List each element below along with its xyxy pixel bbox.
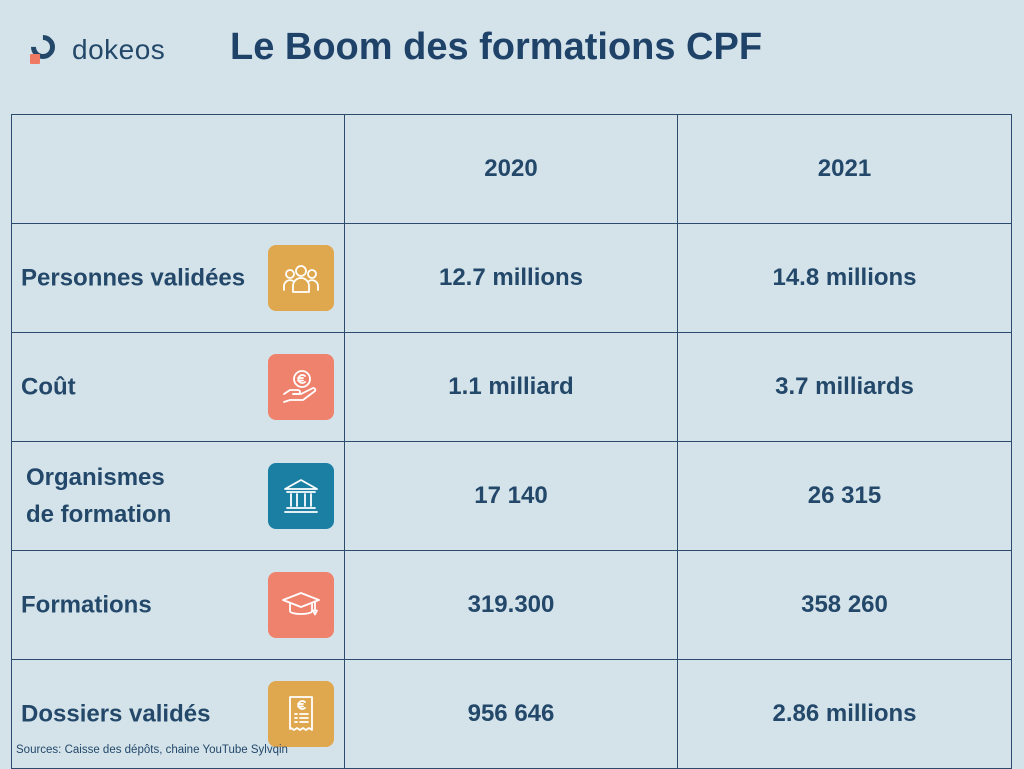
value-2020: 17 140 — [344, 441, 678, 551]
row-label: Organismes de formation — [26, 459, 171, 533]
hand-euro-coin-icon — [268, 354, 334, 420]
source-note: Sources: Caisse des dépôts, chaine YouTu… — [16, 744, 288, 756]
row-label-line2: de formation — [26, 501, 172, 528]
value-2021: 14.8 millions — [677, 223, 1012, 333]
euro-receipt-icon — [268, 681, 334, 747]
value-2021: 3.7 milliards — [677, 332, 1012, 442]
value-2020: 12.7 millions — [344, 223, 678, 333]
row-label-cell: Dossiers validés — [11, 659, 345, 769]
row-label-line1: Organismes — [26, 464, 165, 491]
page-title: Le Boom des formations CPF — [230, 26, 763, 68]
value-2021: 2.86 millions — [677, 659, 1012, 769]
value-2020: 319.300 — [344, 550, 678, 660]
brand-logo: dokeos — [26, 30, 166, 68]
header-empty-cell — [11, 114, 345, 224]
table-row: Formations 319.300 358 260 — [11, 550, 1012, 660]
row-label: Dossiers validés — [21, 700, 211, 728]
graduation-cap-icon — [268, 572, 334, 638]
comparison-table: 2020 2021 Personnes validées 12.7 millio… — [11, 114, 1012, 769]
row-label-cell: Organismes de formation — [11, 441, 345, 551]
table-row: Coût 1.1 milliard 3.7 milliards — [11, 332, 1012, 442]
dokeos-logo-icon — [26, 30, 64, 68]
header-year-2020: 2020 — [344, 114, 678, 224]
table-row: Organismes de formation 17 140 26 315 — [11, 441, 1012, 551]
header-year-2021: 2021 — [677, 114, 1012, 224]
table-header-row: 2020 2021 — [11, 114, 1012, 224]
brand-name: dokeos — [72, 34, 166, 65]
people-group-icon — [268, 245, 334, 311]
value-2020: 1.1 milliard — [344, 332, 678, 442]
institution-building-icon — [268, 463, 334, 529]
row-label: Coût — [21, 373, 76, 401]
row-label: Formations — [21, 591, 152, 619]
value-2021: 358 260 — [677, 550, 1012, 660]
row-label-cell: Formations — [11, 550, 345, 660]
row-label: Personnes validées — [21, 264, 246, 292]
row-label-cell: Coût — [11, 332, 345, 442]
row-label-cell: Personnes validées — [11, 223, 345, 333]
table-row: Personnes validées 12.7 millions 14.8 mi… — [11, 223, 1012, 333]
value-2020: 956 646 — [344, 659, 678, 769]
value-2021: 26 315 — [677, 441, 1012, 551]
